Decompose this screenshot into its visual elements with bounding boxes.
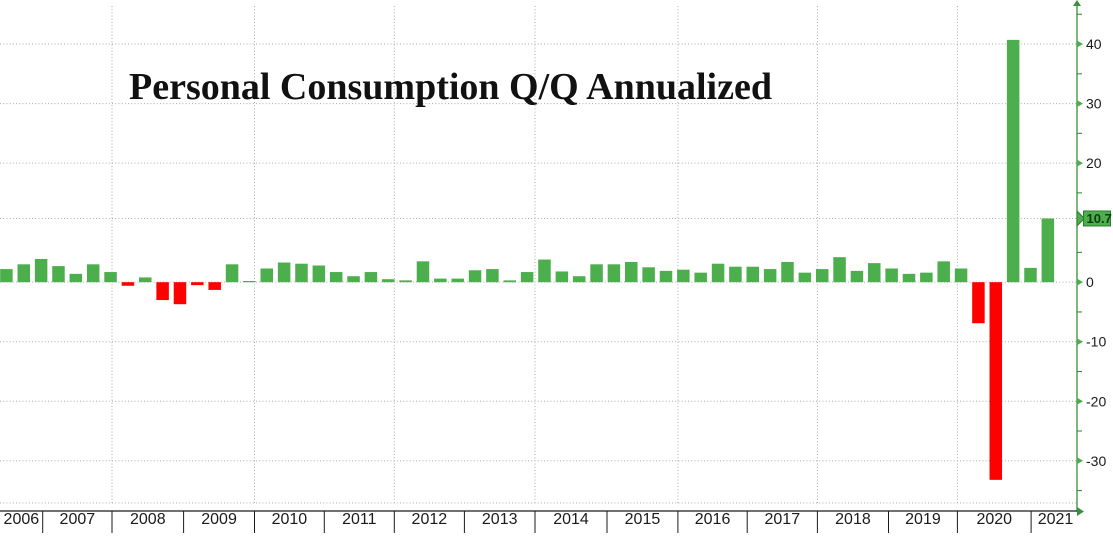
svg-text:0: 0 <box>1086 274 1094 290</box>
svg-text:2008: 2008 <box>130 511 166 528</box>
svg-text:2013: 2013 <box>482 511 518 528</box>
svg-text:2010: 2010 <box>272 511 308 528</box>
svg-text:40: 40 <box>1086 36 1102 52</box>
svg-text:2021: 2021 <box>1038 511 1074 528</box>
svg-text:2014: 2014 <box>553 511 589 528</box>
svg-text:2017: 2017 <box>765 511 801 528</box>
svg-text:2007: 2007 <box>60 511 96 528</box>
svg-text:2016: 2016 <box>695 511 731 528</box>
svg-text:2009: 2009 <box>201 511 237 528</box>
svg-text:30: 30 <box>1086 96 1102 112</box>
svg-text:2011: 2011 <box>342 511 377 528</box>
svg-text:-10: -10 <box>1086 334 1106 350</box>
svg-text:2020: 2020 <box>976 511 1012 528</box>
svg-text:2015: 2015 <box>625 511 661 528</box>
svg-text:-20: -20 <box>1086 393 1106 409</box>
svg-text:10.7: 10.7 <box>1087 211 1112 226</box>
svg-text:Personal Consumption Q/Q Annua: Personal Consumption Q/Q Annualized <box>129 66 772 108</box>
svg-text:-30: -30 <box>1086 453 1106 469</box>
svg-text:20: 20 <box>1086 155 1102 171</box>
svg-text:2018: 2018 <box>835 511 871 528</box>
svg-text:2012: 2012 <box>412 511 448 528</box>
svg-text:2019: 2019 <box>905 511 941 528</box>
svg-text:2006: 2006 <box>4 511 40 528</box>
